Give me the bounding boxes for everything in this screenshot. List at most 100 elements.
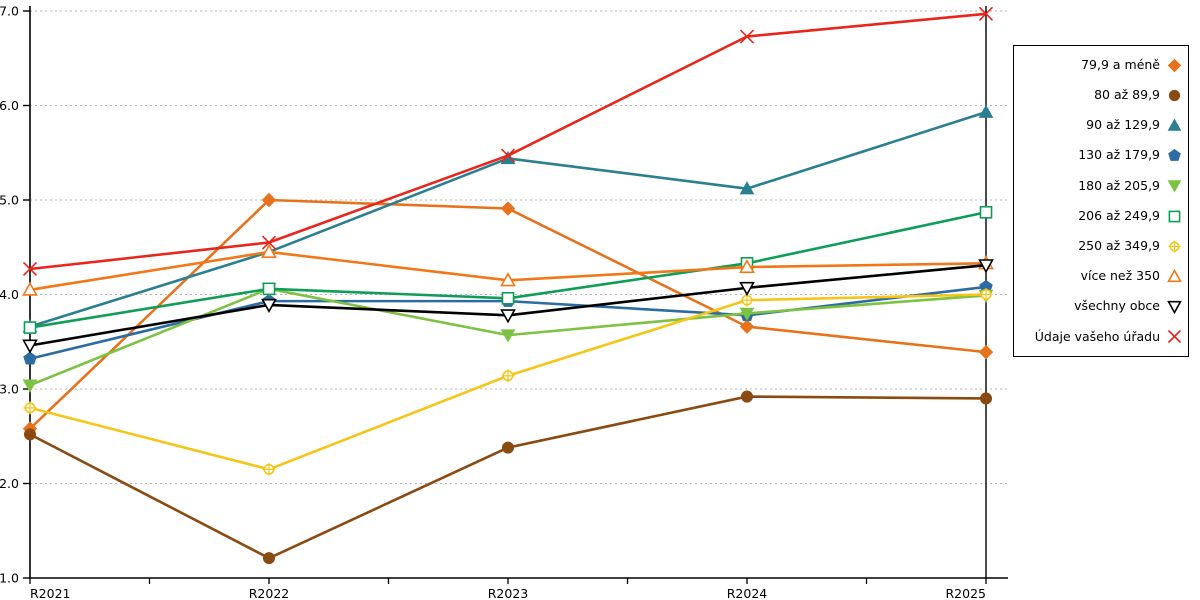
data-point-marker bbox=[740, 390, 754, 403]
data-point-marker bbox=[23, 321, 37, 334]
data-point-marker bbox=[22, 339, 38, 354]
legend-item-8[interactable]: více než 350 bbox=[1018, 263, 1182, 289]
data-point-marker bbox=[1168, 149, 1181, 162]
legend-item-1[interactable]: 79,9 a méně bbox=[1018, 52, 1182, 78]
x-axis-tick-label: R2021 bbox=[30, 586, 71, 600]
legend-item-6[interactable]: 206 až 249,9 bbox=[1018, 203, 1182, 229]
legend-item-label: všechny obce bbox=[1074, 298, 1160, 314]
x-axis-tick-label: R2023 bbox=[488, 586, 529, 600]
data-point-marker bbox=[261, 192, 277, 208]
cross-x-icon bbox=[1167, 330, 1182, 344]
data-point-marker bbox=[22, 379, 38, 393]
legend-item-label: 250 až 349,9 bbox=[1078, 237, 1160, 253]
legend-item-9[interactable]: všechny obce bbox=[1018, 294, 1182, 320]
data-point-marker bbox=[978, 259, 994, 274]
legend-item-2[interactable]: 80 až 89,9 bbox=[1018, 82, 1182, 108]
data-point-marker bbox=[500, 329, 516, 343]
data-point-marker bbox=[1167, 58, 1182, 72]
x-axis-group: R2021 R2022 R2023 R2024 R2025 bbox=[29, 578, 987, 600]
y-axis-tick-label: 1.0 bbox=[0, 571, 19, 586]
data-point-marker bbox=[261, 235, 277, 250]
data-point-marker bbox=[262, 282, 276, 296]
diamond-filled-icon bbox=[1167, 58, 1182, 72]
chart-legend: 79,9 a méně 80 až 89,9 90 až 129,9 130 až 1… bbox=[1013, 45, 1189, 357]
legend-item-5[interactable]: 180 až 205,9 bbox=[1018, 173, 1182, 199]
data-point-marker bbox=[22, 281, 38, 296]
legend-item-10[interactable]: Údaje vašeho úřadu bbox=[1018, 324, 1182, 350]
series-9 bbox=[22, 259, 994, 354]
data-point-marker bbox=[739, 181, 755, 195]
series-line bbox=[28, 12, 988, 271]
data-point-marker bbox=[739, 281, 755, 297]
data-point-marker bbox=[501, 369, 515, 383]
data-point-marker bbox=[261, 298, 277, 314]
y-axis-tick-label: 5.0 bbox=[0, 193, 19, 208]
circle-open-icon bbox=[1168, 240, 1181, 253]
legend-item-label: 90 až 129,9 bbox=[1086, 117, 1160, 133]
series-2 bbox=[23, 390, 993, 565]
data-point-marker bbox=[500, 201, 516, 216]
data-point-marker bbox=[500, 148, 516, 163]
x-axis-tick-label: R2024 bbox=[727, 586, 768, 600]
gridlines-group: 1.0 2.0 3.0 4.0 5.0 6.0 7.0 bbox=[0, 4, 1008, 586]
y-axis-tick-label: 3.0 bbox=[0, 382, 19, 397]
data-point-marker bbox=[22, 261, 38, 277]
legend-item-label: 180 až 205,9 bbox=[1078, 177, 1160, 193]
data-point-marker bbox=[740, 293, 754, 307]
data-point-marker bbox=[739, 319, 755, 334]
circle-filled-icon bbox=[1168, 89, 1181, 101]
data-point-marker bbox=[501, 441, 515, 454]
x-axis-tick-label: R2022 bbox=[249, 586, 290, 600]
plot-area: 1.0 2.0 3.0 4.0 5.0 6.0 7.0 R2021 R2022 R2023 R202… bbox=[0, 4, 1008, 600]
legend-item-label: Údaje vašeho úřadu bbox=[1034, 328, 1160, 344]
data-point-marker bbox=[1167, 330, 1182, 344]
data-point-marker bbox=[1167, 118, 1182, 131]
data-point-marker bbox=[262, 462, 276, 476]
data-point-marker bbox=[501, 291, 515, 305]
data-point-marker bbox=[500, 309, 516, 324]
legend-item-label: 80 až 89,9 bbox=[1094, 87, 1160, 103]
legend-item-7[interactable]: 250 až 349,9 bbox=[1018, 233, 1182, 259]
x-axis-tick-label: R2025 bbox=[946, 586, 987, 600]
data-point-marker bbox=[979, 205, 993, 219]
legend-item-3[interactable]: 90 až 129,9 bbox=[1018, 112, 1182, 138]
y-axis-tick-label: 6.0 bbox=[0, 98, 19, 113]
legend-item-label: 206 až 249,9 bbox=[1078, 207, 1160, 223]
square-open-icon bbox=[1168, 210, 1181, 222]
legend-item-label: 130 až 179,9 bbox=[1078, 147, 1160, 163]
data-point-marker bbox=[1168, 210, 1181, 222]
y-axis-tick-label: 4.0 bbox=[0, 287, 19, 302]
data-point-marker bbox=[979, 392, 993, 405]
data-point-marker bbox=[979, 288, 993, 301]
y-axis-tick-label: 2.0 bbox=[0, 476, 19, 491]
legend-item-4[interactable]: 130 až 179,9 bbox=[1018, 143, 1182, 169]
data-point-marker bbox=[739, 258, 755, 274]
legend-item-label: více než 350 bbox=[1080, 268, 1160, 284]
data-point-marker bbox=[978, 344, 994, 360]
data-point-marker bbox=[500, 272, 516, 287]
data-point-marker bbox=[1168, 240, 1181, 253]
data-point-marker bbox=[23, 401, 37, 415]
legend-item-label: 79,9 a méně bbox=[1081, 56, 1160, 72]
data-point-marker bbox=[23, 428, 37, 441]
triangle-up-filled-icon bbox=[1167, 118, 1182, 131]
data-point-marker bbox=[739, 29, 755, 44]
data-point-marker bbox=[23, 351, 37, 365]
triangle-up-open-icon bbox=[1167, 268, 1182, 283]
series-7 bbox=[23, 288, 993, 476]
y-axis-tick-label: 7.0 bbox=[0, 4, 19, 19]
data-point-marker bbox=[739, 307, 755, 321]
data-point-marker bbox=[261, 243, 277, 258]
data-point-marker bbox=[1167, 180, 1182, 193]
data-point-marker bbox=[978, 6, 994, 21]
series-10 bbox=[22, 6, 994, 277]
series-line bbox=[28, 395, 988, 560]
triangle-down-filled-icon bbox=[1167, 180, 1182, 193]
pentagon-filled-icon bbox=[1168, 149, 1181, 162]
data-point-marker bbox=[978, 104, 994, 118]
triangle-down-open-icon bbox=[1167, 300, 1182, 315]
data-point-marker bbox=[1168, 89, 1181, 101]
data-point-marker bbox=[1167, 300, 1182, 315]
data-point-marker bbox=[1167, 268, 1182, 283]
